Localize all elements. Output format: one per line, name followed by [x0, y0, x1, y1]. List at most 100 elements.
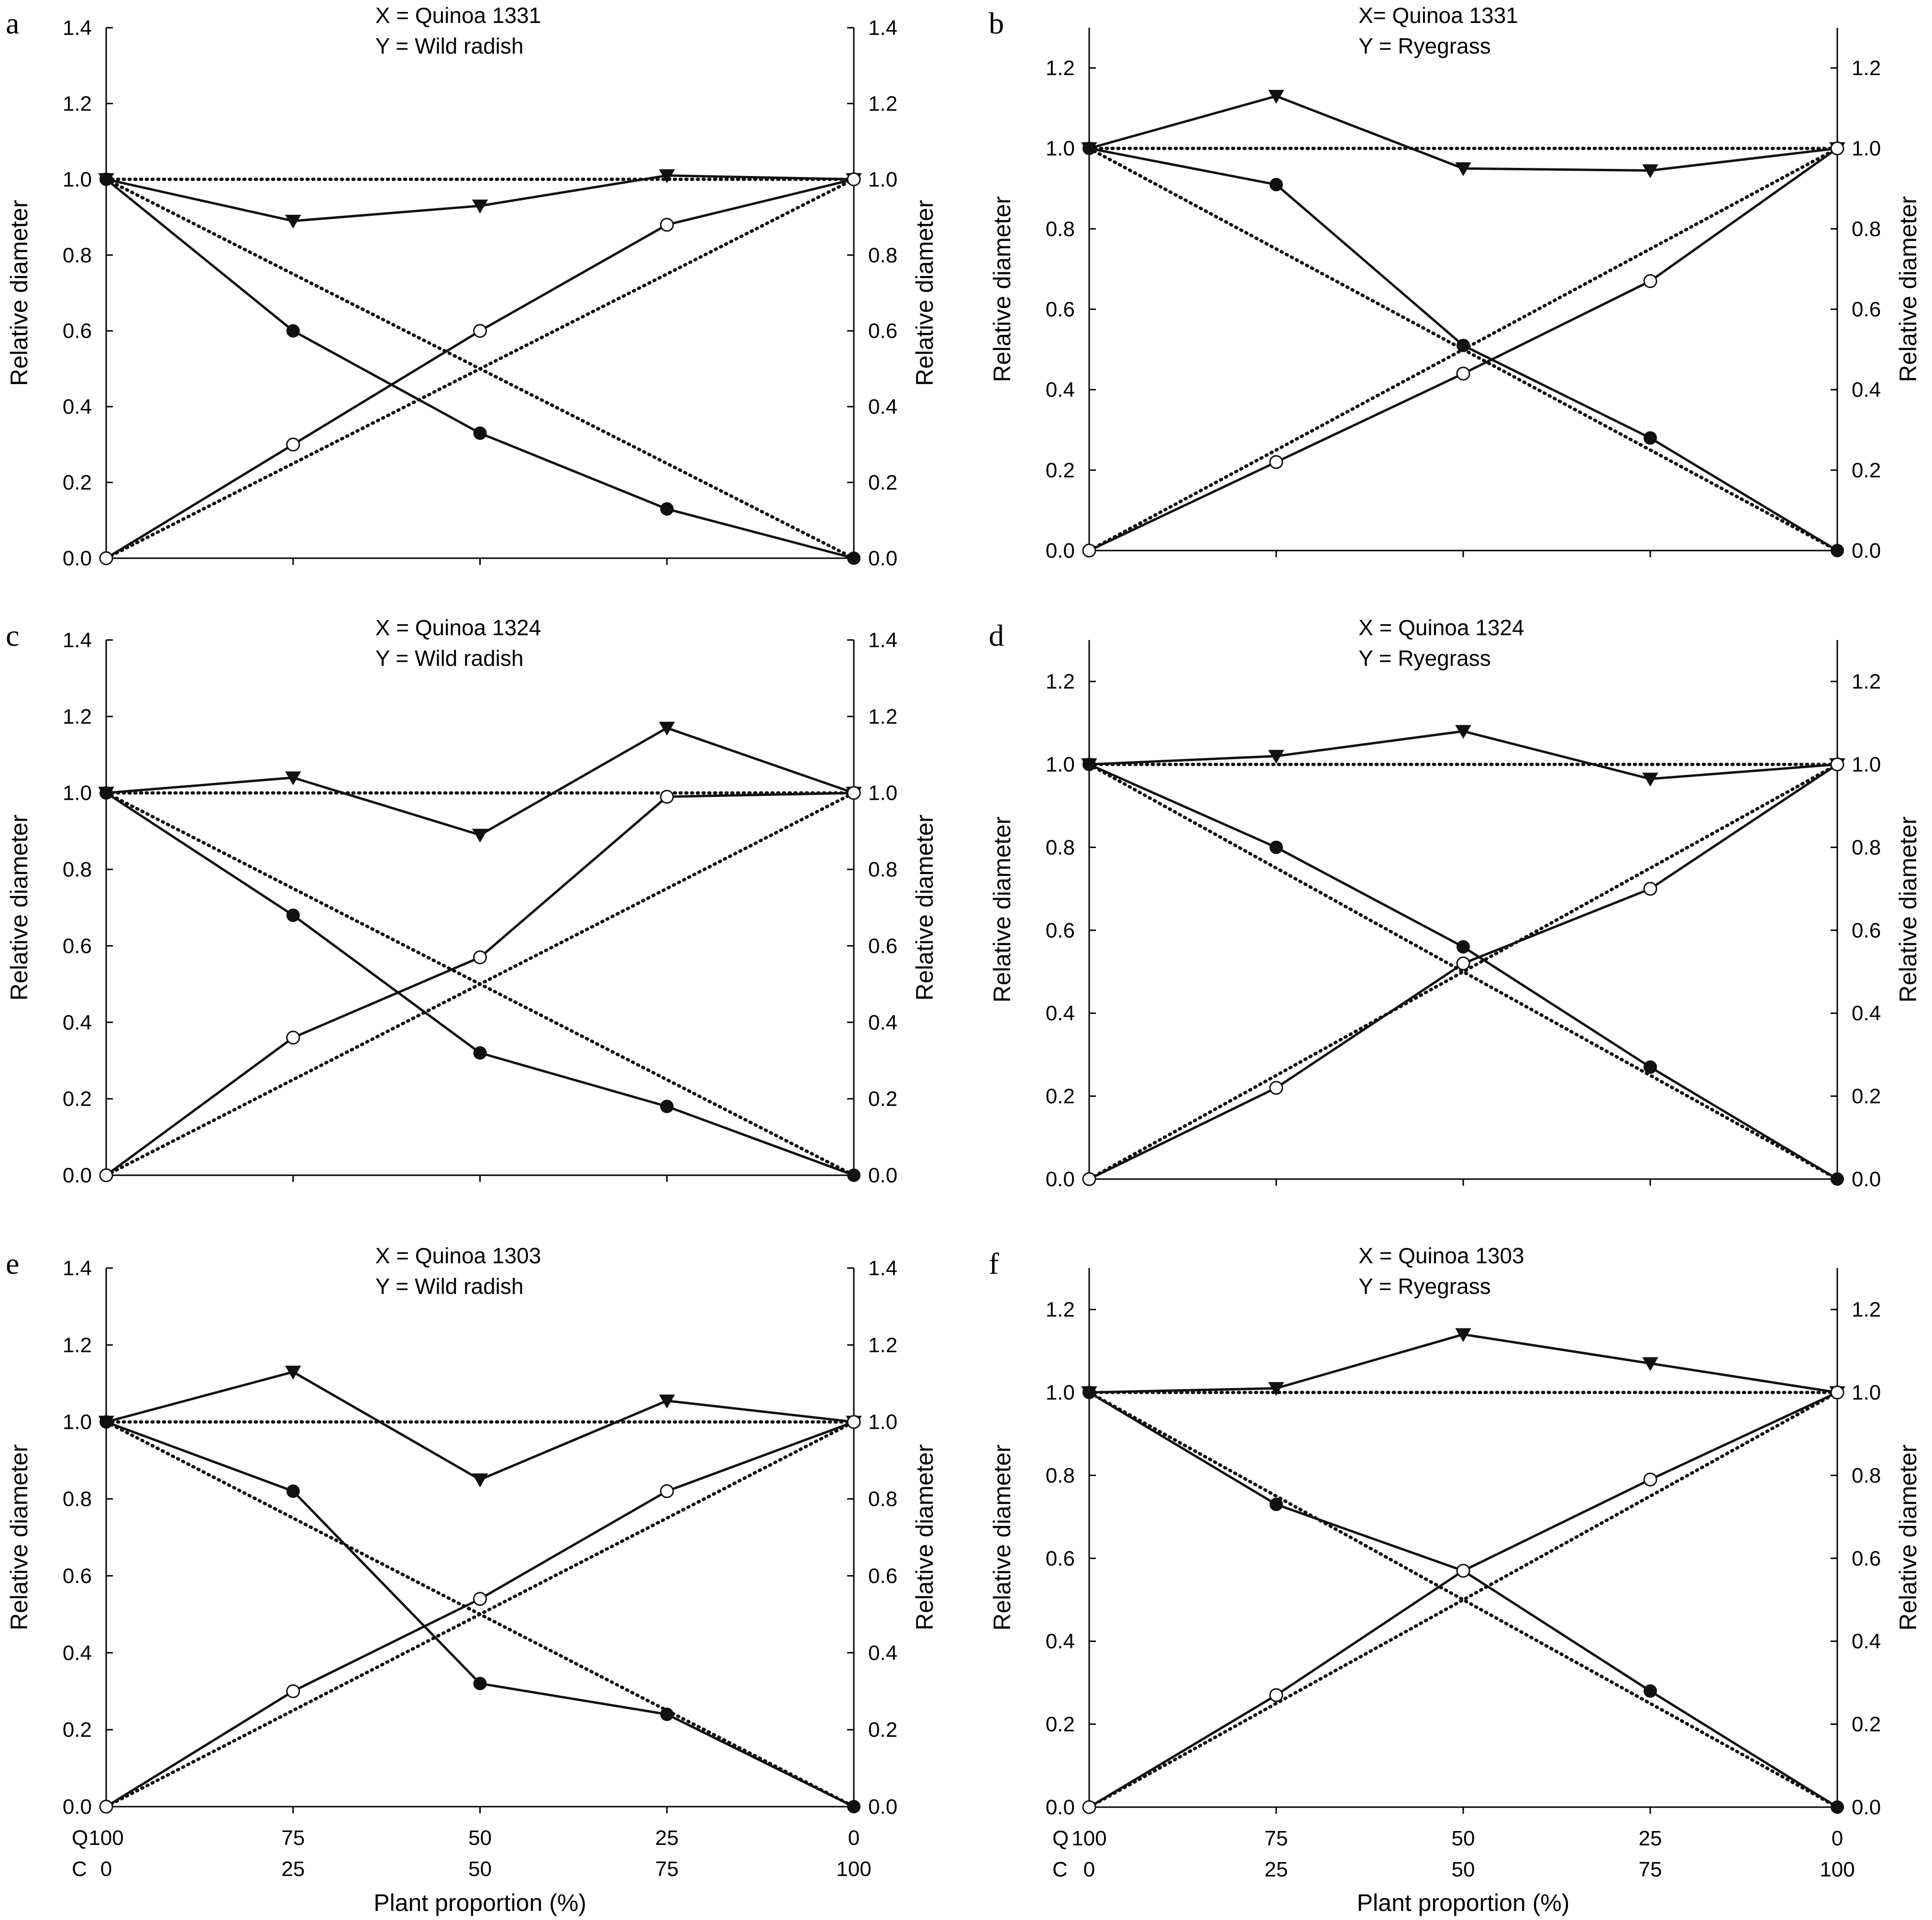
filled-circle-marker-1-1: [286, 1484, 300, 1498]
open-circle-marker-2-4: [847, 786, 861, 800]
left-y-tick-label: 0.8: [63, 858, 92, 882]
x-axis-shared-labels: Q C Q C Plant proportion (%) Plant propo…: [72, 1826, 1569, 1916]
x-q-label-1: 75: [281, 1826, 305, 1850]
left-y-tick-label: 0.2: [1046, 1713, 1075, 1736]
open-circle-marker-2-2: [473, 1592, 487, 1606]
filled-circle-marker-1-3: [660, 1707, 674, 1721]
left-y-tick-label: 0.4: [1046, 378, 1075, 402]
expected-competitor-line: [104, 791, 856, 1177]
left-y-tick-label: 0.4: [1046, 1002, 1075, 1025]
x-c-label-4: 100: [836, 1857, 871, 1881]
right-y-tick-label: 1.0: [868, 1411, 897, 1434]
open-circle-marker-2-3: [660, 1484, 674, 1498]
x-q-label-2: 50: [468, 1826, 492, 1850]
filled-circle-marker-1-4: [1831, 544, 1844, 557]
filled-circle-marker-1-1: [1270, 840, 1283, 854]
panel-title-x: X = Quinoa 1324: [1358, 615, 1524, 640]
panel-title-x: X = Quinoa 1324: [375, 615, 541, 640]
left-y-tick-label: 0.8: [1046, 1464, 1075, 1487]
right-y-tick-label: 0.2: [868, 471, 897, 495]
right-y-tick-label: 0.4: [1852, 1630, 1881, 1653]
panel-b: 0.0 0.0 0.2 0.2 0.4 0.4 0.6 0.6 0.8 0.8 1.0 1.0 1.2 1…: [989, 3, 1921, 563]
right-y-tick-label: 0.4: [868, 1641, 897, 1665]
q-prefix-left: Q: [72, 1826, 88, 1850]
filled-circle-marker-1-0: [1082, 1386, 1096, 1400]
panel-title-x: X = Quinoa 1331: [375, 3, 541, 28]
right-y-tick-label: 0.6: [1852, 919, 1881, 942]
open-circle-marker-2-1: [286, 437, 300, 452]
right-y-tick-label: 1.4: [868, 16, 897, 40]
expected-quinoa-line: [1087, 762, 1839, 1181]
right-y-tick-label: 0.8: [868, 243, 897, 267]
triangle-marker-0-3: [659, 1394, 675, 1409]
x-c-label-1: 25: [281, 1857, 305, 1881]
filled-circle-marker-1-1: [1270, 1498, 1283, 1512]
x-c-label-0: 0: [1083, 1858, 1095, 1881]
right-y-tick-label: 0.6: [1852, 298, 1881, 321]
right-y-axis-title: Relative diameter: [911, 815, 938, 1001]
panels-group: 0.0 0.0 0.2 0.2 0.4 0.4 0.6 0.6 0.8 0.8 1.0 1.0 1.2 1…: [6, 3, 1921, 1881]
left-y-tick-label: 0.0: [63, 547, 92, 570]
right-y-tick-label: 0.0: [1852, 1796, 1881, 1819]
q-prefix-right: Q: [1052, 1827, 1069, 1850]
left-y-tick-label: 0.8: [1046, 836, 1075, 859]
right-y-tick-label: 0.2: [1852, 1713, 1881, 1736]
open-circle-marker-2-3: [1643, 1472, 1657, 1487]
open-circle-marker-2-2: [1456, 1564, 1470, 1578]
triangle-marker-0-2: [472, 199, 488, 214]
right-y-tick-label: 0.8: [1852, 217, 1881, 241]
right-y-tick-label: 1.4: [868, 629, 897, 652]
filled-circle-marker-1-2: [473, 1046, 487, 1060]
right-y-axis-title: Relative diameter: [1895, 1445, 1921, 1631]
triangle-marker-0-1: [1268, 750, 1284, 764]
right-y-tick-label: 0.4: [868, 395, 897, 419]
expected-competitor-line: [1087, 1390, 1839, 1809]
filled-circle-marker-1-0: [99, 172, 113, 186]
triangle-marker-0-1: [285, 1366, 301, 1380]
open-circle-marker-2-0: [1082, 1172, 1096, 1186]
right-y-tick-label: 1.2: [1852, 670, 1881, 694]
right-y-tick-label: 0.2: [1852, 1085, 1881, 1108]
open-circle-marker-2-0: [1082, 1800, 1096, 1814]
open-circle-marker-2-1: [1269, 455, 1283, 469]
right-y-tick-label: 0.0: [1852, 1168, 1881, 1191]
open-circle-marker-2-4: [1830, 757, 1844, 772]
left-y-tick-label: 0.8: [1046, 217, 1075, 241]
open-circle-marker-2-0: [99, 551, 113, 565]
open-circle-marker-2-1: [286, 1684, 300, 1699]
right-y-axis-title: Relative diameter: [1895, 196, 1921, 382]
triangle-marker-0-3: [1642, 772, 1658, 787]
x-c-label-2: 50: [1452, 1858, 1475, 1881]
triangle-marker-0-3: [659, 721, 675, 736]
x-q-label-0: 100: [88, 1826, 123, 1850]
panel-title-y: Y = Wild radish: [375, 1274, 524, 1299]
x-q-label-3: 25: [655, 1826, 679, 1850]
left-y-tick-label: 0.2: [63, 1718, 92, 1742]
filled-circle-marker-1-3: [660, 502, 674, 516]
panel-title-y: Y = Ryegrass: [1358, 646, 1491, 671]
x-q-label-3: 25: [1639, 1827, 1662, 1850]
left-y-tick-label: 1.2: [63, 92, 92, 115]
filled-circle-marker-1-3: [1644, 1060, 1657, 1074]
right-y-tick-label: 0.8: [1852, 836, 1881, 859]
triangle-marker-0-2: [472, 828, 488, 843]
left-y-tick-label: 1.4: [63, 629, 92, 652]
triangle-marker-0-1: [1268, 89, 1284, 104]
right-y-tick-label: 0.8: [1852, 1464, 1881, 1487]
triangle-marker-0-3: [1642, 164, 1658, 178]
left-y-tick-label: 0.6: [63, 934, 92, 958]
panel-letter: f: [989, 1247, 999, 1280]
left-y-axis-title: Relative diameter: [6, 200, 33, 386]
right-y-tick-label: 1.0: [1852, 137, 1881, 160]
expected-quinoa-line: [1087, 1390, 1839, 1809]
x-axis-title-right: Plant proportion (%): [1357, 1889, 1570, 1916]
panel-letter: c: [6, 618, 19, 652]
left-y-tick-label: 1.0: [1046, 753, 1075, 776]
filled-circle-marker-1-4: [847, 1800, 861, 1813]
left-y-axis-title: Relative diameter: [989, 1445, 1016, 1631]
x-c-label-2: 50: [468, 1857, 492, 1881]
left-y-tick-label: 1.2: [63, 1334, 92, 1357]
open-circle-marker-2-4: [847, 1415, 861, 1429]
x-q-label-4: 0: [848, 1826, 860, 1850]
